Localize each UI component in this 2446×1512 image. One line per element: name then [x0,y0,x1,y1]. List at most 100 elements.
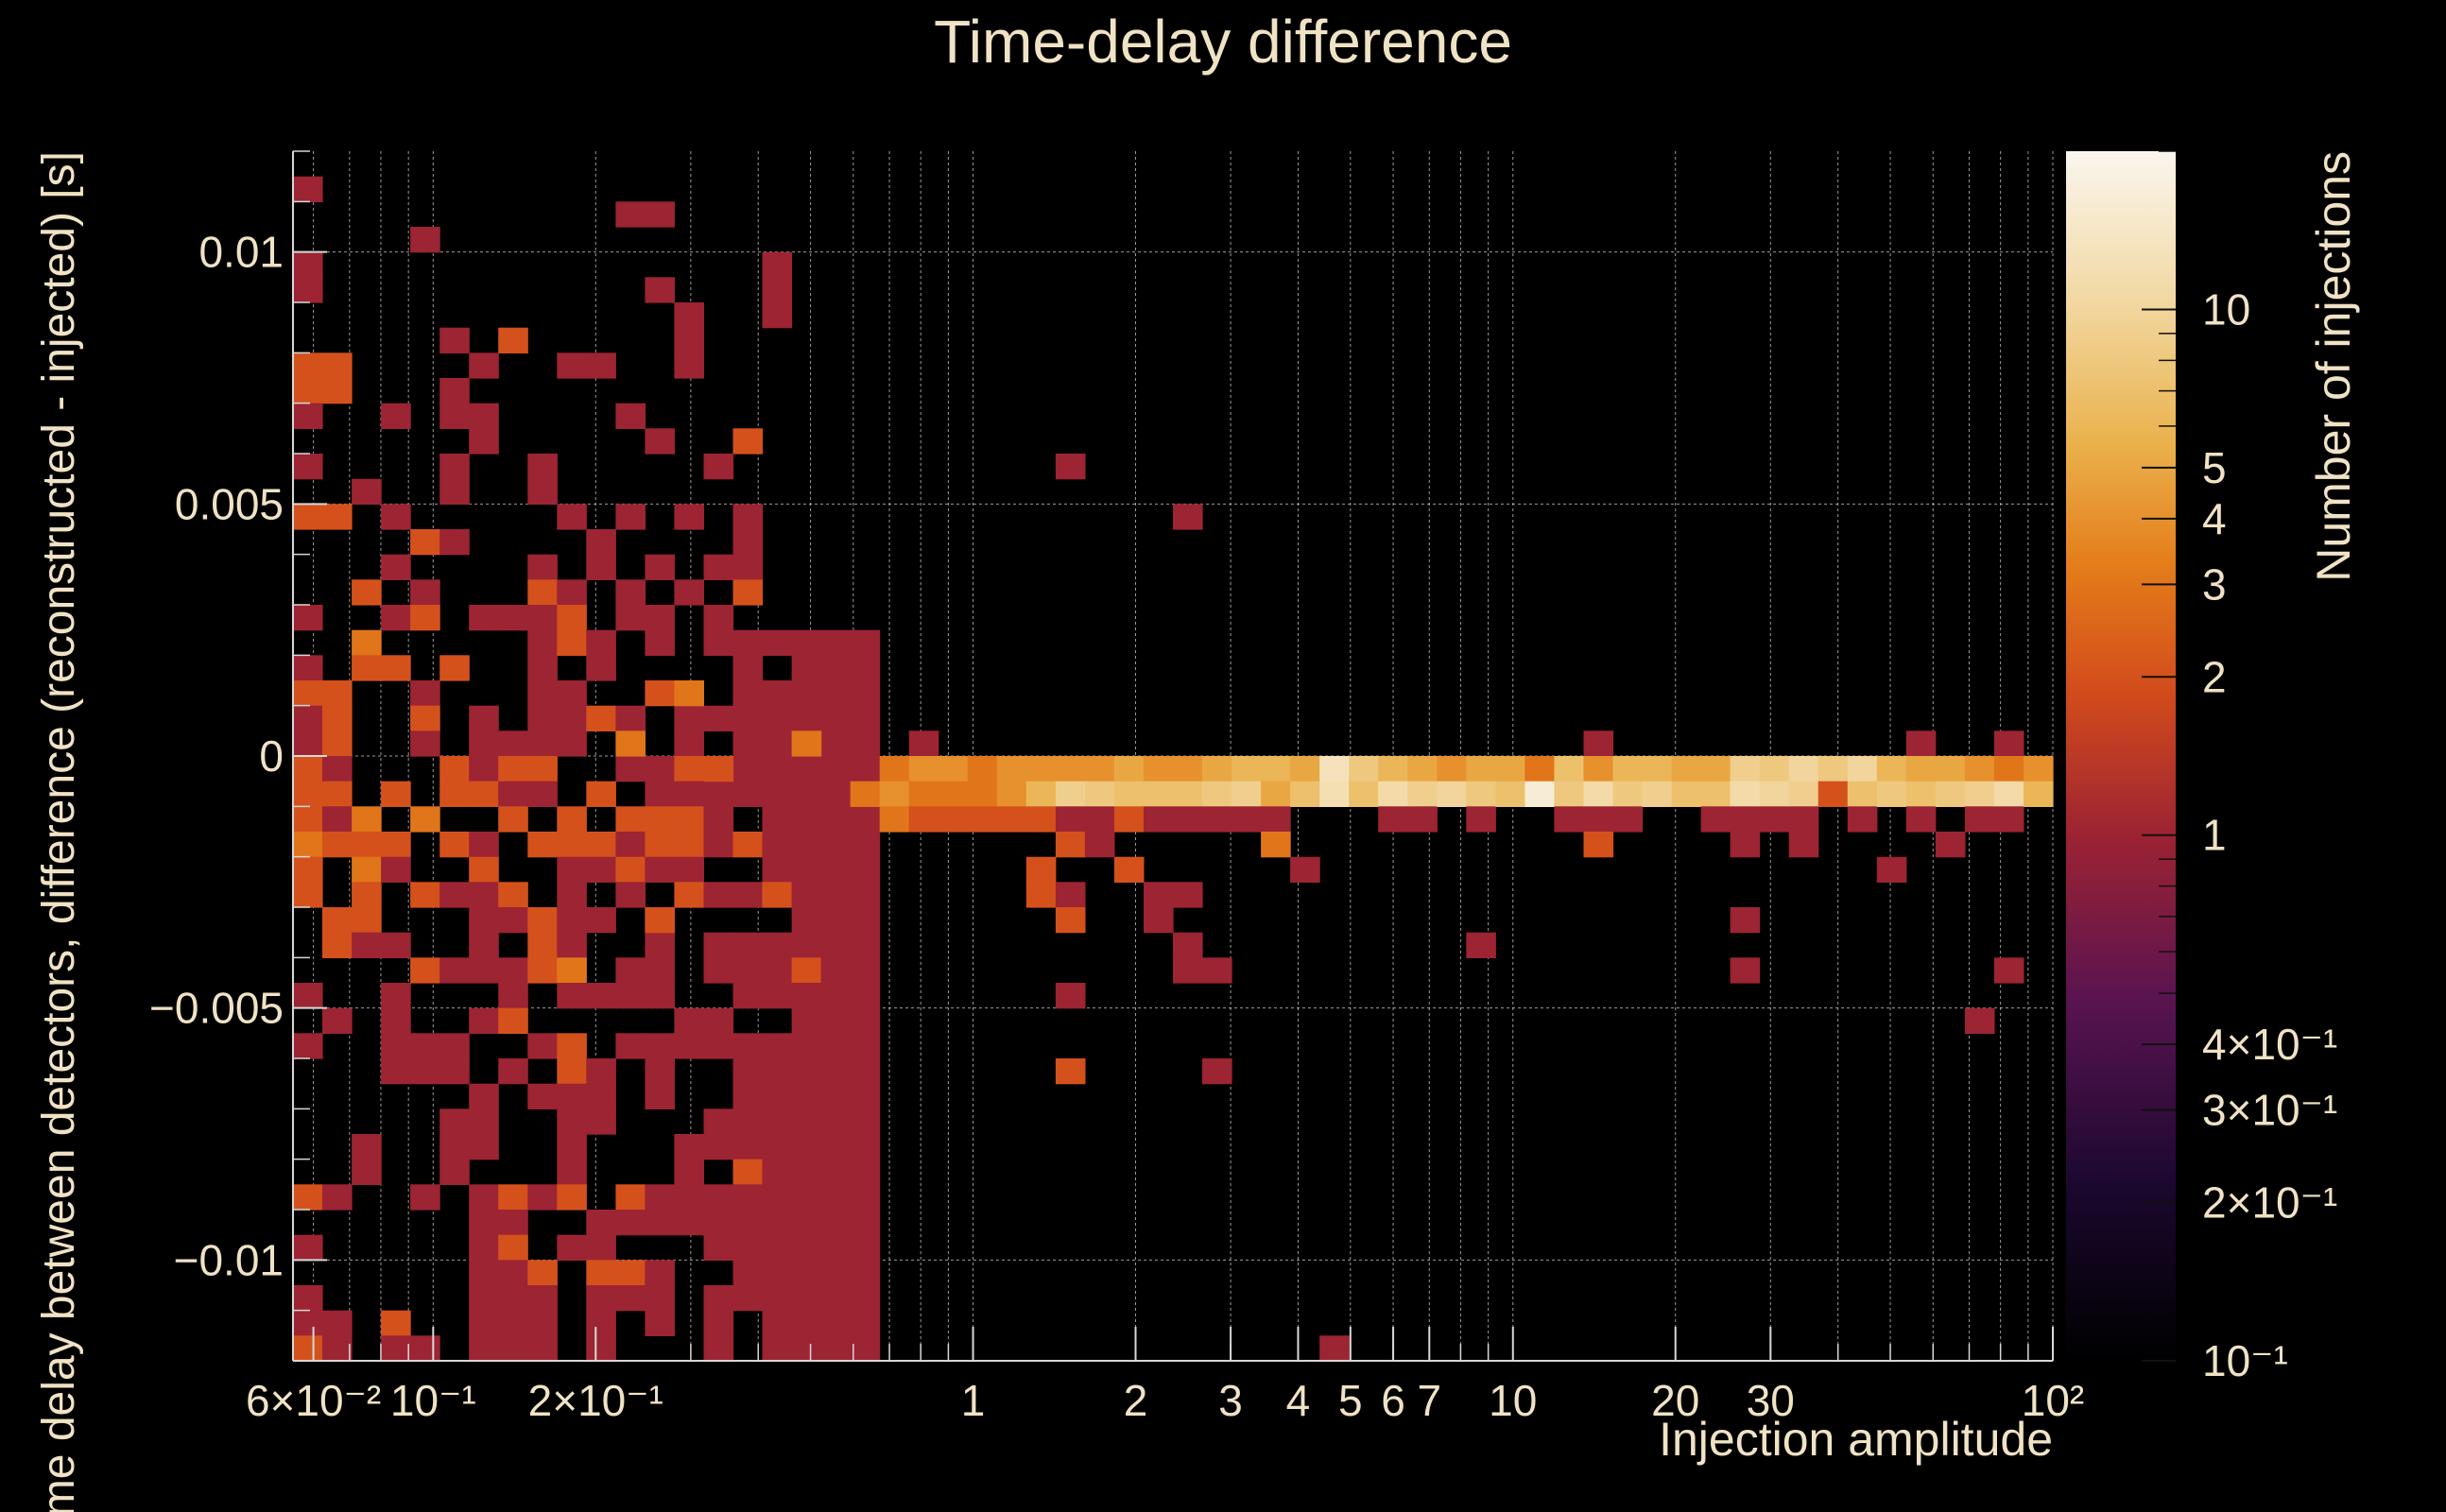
heatmap-cell [293,378,323,404]
x-tick-label: 5 [1338,1376,1363,1425]
z-tick-label: 2 [2202,652,2227,701]
heatmap-cell [293,605,323,631]
x-axis-label: Injection amplitude [1659,1413,2053,1466]
heatmap-cell [586,1108,616,1135]
heatmap-cell [498,1285,528,1312]
heatmap-cell [1817,781,1849,807]
heatmap-cell [527,605,558,631]
heatmap-cell [1993,957,2024,984]
heatmap-cell [850,1260,881,1286]
heatmap-cell [469,605,499,631]
heatmap-cell [732,629,764,656]
heatmap-cell [732,554,764,580]
heatmap-cell [791,756,822,782]
heatmap-cell [469,730,499,757]
heatmap-cell [293,1335,323,1362]
heatmap-cell [1378,781,1408,807]
heatmap-cell [1437,756,1467,782]
heatmap-cell [527,1083,558,1109]
heatmap-cell [674,781,704,807]
heatmap-cell [645,957,675,984]
heatmap-cell [527,832,558,858]
heatmap-cell [1084,806,1115,833]
heatmap-cell [1730,832,1761,858]
heatmap-cell [527,730,558,757]
heatmap-cell [557,806,587,833]
heatmap-cell [498,957,528,984]
heatmap-cell [293,1234,323,1261]
heatmap-cell [469,832,499,858]
heatmap-cell [322,806,353,833]
heatmap-cell [469,1007,499,1034]
heatmap-cell [732,529,764,556]
heatmap-cell [498,781,528,807]
heatmap-cell [1407,781,1438,807]
heatmap-cell [498,1210,528,1236]
heatmap-cell [527,1260,558,1286]
heatmap-cell [645,277,675,303]
heatmap-cell [820,1210,852,1236]
color-scale-bar [2066,151,2176,1361]
heatmap-cell [293,882,323,908]
heatmap-cell [820,655,852,681]
heatmap-cell [1407,756,1438,782]
heatmap-cell [1993,730,2024,757]
heatmap-cell [820,1184,852,1211]
z-tick-label: 5 [2202,443,2227,492]
heatmap-cell [850,806,881,833]
heatmap-cell [1495,756,1525,782]
heatmap-cell [674,856,704,883]
heatmap-cell [615,403,646,429]
heatmap-cell [557,1108,587,1135]
heatmap-cell [791,806,822,833]
heatmap-cell [439,957,470,984]
heatmap-cell [469,882,499,908]
heatmap-cell [1671,781,1702,807]
heatmap-cell [322,730,353,757]
heatmap-cell [1788,806,1819,833]
heatmap-cell [674,1159,704,1185]
heatmap-cell [322,1007,353,1034]
heatmap-cell [703,1007,734,1034]
heatmap-cell [732,730,764,757]
heatmap-cell [791,655,822,681]
heatmap-cell [645,756,675,782]
heatmap-cell [791,629,822,656]
heatmap-cell [703,832,734,858]
heatmap-cell [615,201,646,228]
heatmap-cell [1730,907,1761,934]
heatmap-cell [498,983,528,1009]
heatmap-cell [381,605,411,631]
heatmap-cell [1671,756,1702,782]
heatmap-cell [439,781,470,807]
heatmap-cell [410,806,440,833]
heatmap-cells [293,176,2054,1362]
heatmap-cell [1583,832,1614,858]
heatmap-cell [498,882,528,908]
color-scale-label: Number of injections [2307,151,2360,582]
heatmap-cell [674,504,704,530]
heatmap-cell [293,454,323,480]
z-tick-label: 3×10⁻¹ [2202,1086,2337,1135]
heatmap-cell [762,1260,793,1286]
heatmap-cell [791,1285,822,1312]
heatmap-cell [732,1159,764,1185]
heatmap-cell [1113,856,1145,883]
heatmap-cell [381,832,411,858]
heatmap-cell [967,781,998,807]
heatmap-cell [527,478,558,505]
heatmap-cell [1025,756,1057,782]
heatmap-cell [1788,756,1819,782]
heatmap-cell [1290,781,1320,807]
y-tick-label: −0.01 [174,1235,284,1284]
heatmap-cell [703,705,734,731]
heatmap-cell [791,1159,822,1185]
heatmap-cell [410,1184,440,1211]
heatmap-cell [850,655,881,681]
heatmap-cell [557,504,587,530]
heatmap-cell [703,1134,734,1160]
heatmap-cell [1612,756,1644,782]
heatmap-cell [293,856,323,883]
heatmap-cell [732,1210,764,1236]
